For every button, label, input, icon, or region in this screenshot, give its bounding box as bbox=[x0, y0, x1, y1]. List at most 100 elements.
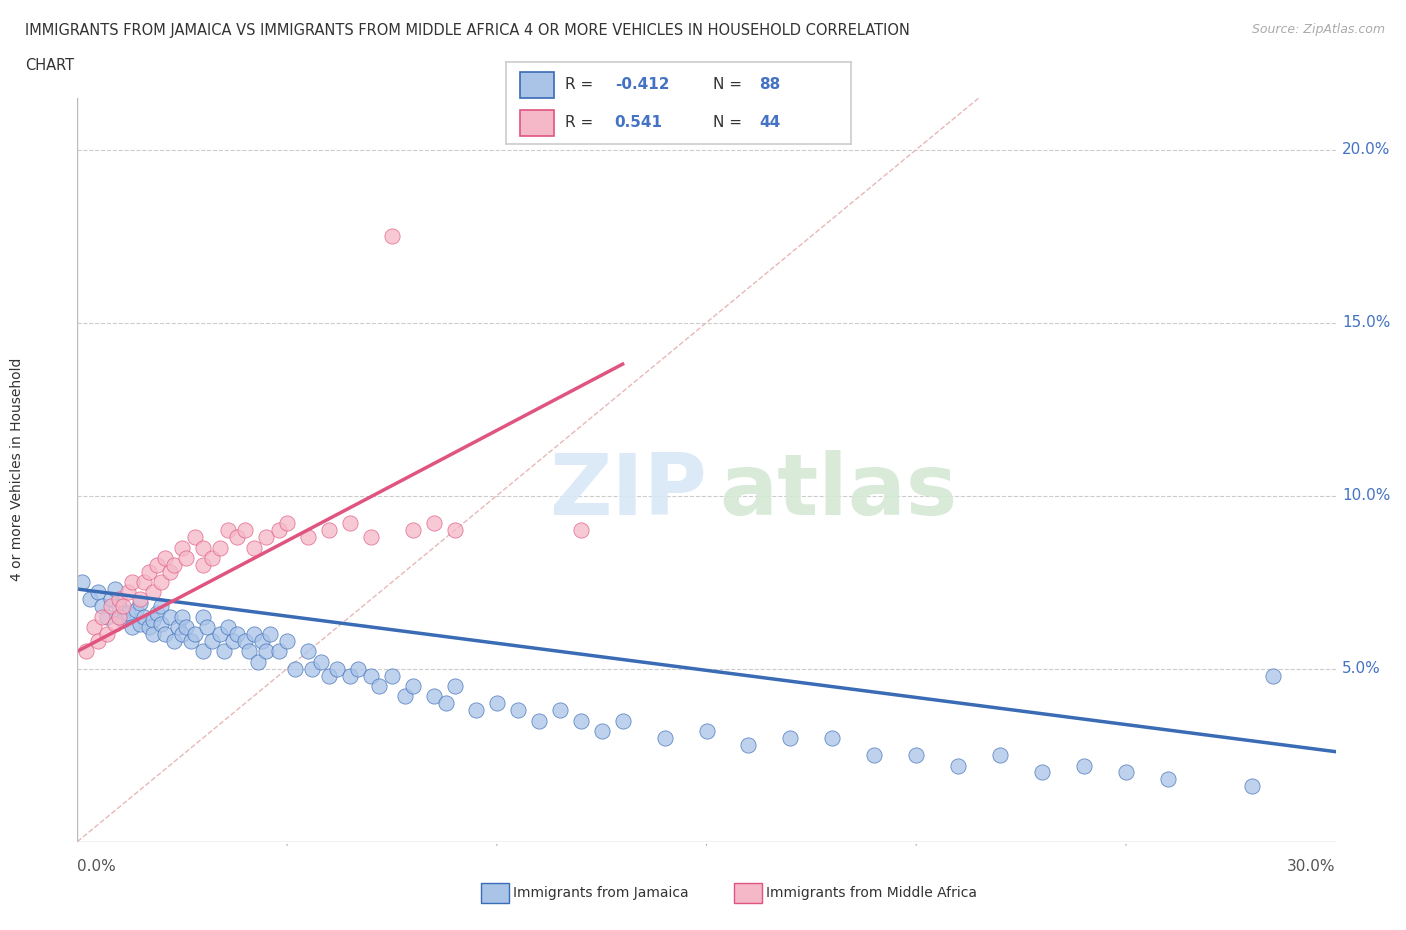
Point bbox=[696, 724, 718, 738]
Point bbox=[485, 696, 508, 711]
Point bbox=[276, 516, 298, 531]
Point bbox=[134, 575, 156, 590]
Point bbox=[167, 619, 190, 634]
Point bbox=[423, 689, 446, 704]
Text: R =: R = bbox=[565, 114, 598, 129]
Point bbox=[863, 748, 886, 763]
Point bbox=[112, 599, 135, 614]
Point bbox=[155, 551, 177, 565]
Point bbox=[208, 540, 231, 555]
Point bbox=[134, 609, 156, 624]
Point bbox=[402, 523, 425, 538]
Point bbox=[360, 530, 382, 545]
Point bbox=[121, 619, 143, 634]
Point bbox=[254, 644, 277, 658]
Point bbox=[368, 679, 391, 694]
Point bbox=[108, 609, 131, 624]
Point bbox=[138, 619, 160, 634]
Point bbox=[988, 748, 1011, 763]
Text: 30.0%: 30.0% bbox=[1288, 859, 1336, 874]
Point bbox=[176, 619, 198, 634]
Point bbox=[948, 758, 970, 773]
Point bbox=[129, 617, 152, 631]
Point bbox=[259, 627, 281, 642]
Point bbox=[159, 609, 181, 624]
Text: IMMIGRANTS FROM JAMAICA VS IMMIGRANTS FROM MIDDLE AFRICA 4 OR MORE VEHICLES IN H: IMMIGRANTS FROM JAMAICA VS IMMIGRANTS FR… bbox=[25, 23, 910, 38]
Point bbox=[104, 581, 127, 596]
Text: Immigrants from Jamaica: Immigrants from Jamaica bbox=[513, 885, 689, 900]
Point bbox=[217, 523, 239, 538]
Point bbox=[276, 633, 298, 648]
Point bbox=[191, 540, 215, 555]
Point bbox=[129, 592, 152, 607]
Point bbox=[104, 617, 127, 631]
Point bbox=[146, 605, 169, 620]
Point bbox=[339, 516, 361, 531]
Text: 44: 44 bbox=[759, 114, 780, 129]
Point bbox=[254, 530, 277, 545]
Point bbox=[309, 655, 332, 670]
Point bbox=[242, 540, 264, 555]
Point bbox=[191, 609, 215, 624]
Point bbox=[654, 730, 676, 745]
Point bbox=[142, 585, 165, 600]
Point bbox=[527, 713, 550, 728]
Text: Source: ZipAtlas.com: Source: ZipAtlas.com bbox=[1251, 23, 1385, 36]
Point bbox=[75, 644, 97, 658]
Point bbox=[506, 703, 529, 718]
Point bbox=[91, 609, 114, 624]
Point bbox=[184, 530, 207, 545]
Point bbox=[108, 592, 131, 607]
Point bbox=[1073, 758, 1095, 773]
Point bbox=[191, 557, 215, 572]
Point bbox=[221, 633, 243, 648]
Text: 0.541: 0.541 bbox=[614, 114, 662, 129]
Point bbox=[1157, 772, 1180, 787]
Point bbox=[267, 523, 290, 538]
Point bbox=[108, 599, 131, 614]
Point bbox=[250, 633, 273, 648]
Point bbox=[233, 633, 256, 648]
Point bbox=[142, 613, 165, 628]
Text: atlas: atlas bbox=[718, 450, 957, 534]
Point bbox=[246, 655, 269, 670]
Point bbox=[569, 523, 592, 538]
Point bbox=[444, 679, 467, 694]
Point bbox=[112, 613, 135, 628]
Point bbox=[91, 599, 114, 614]
Point bbox=[96, 609, 118, 624]
Text: ZIP: ZIP bbox=[548, 450, 707, 534]
Point bbox=[423, 516, 446, 531]
Point bbox=[150, 575, 173, 590]
Point bbox=[163, 557, 186, 572]
Point bbox=[87, 585, 110, 600]
Point bbox=[87, 633, 110, 648]
Bar bbox=[520, 73, 554, 99]
Point bbox=[233, 523, 256, 538]
Text: Immigrants from Middle Africa: Immigrants from Middle Africa bbox=[766, 885, 977, 900]
Point bbox=[79, 592, 101, 607]
Point bbox=[1031, 765, 1053, 780]
Point bbox=[176, 551, 198, 565]
Point bbox=[402, 679, 425, 694]
Point bbox=[184, 627, 207, 642]
Point bbox=[129, 595, 152, 610]
Point bbox=[339, 668, 361, 683]
Point bbox=[212, 644, 235, 658]
Point bbox=[821, 730, 844, 745]
Point bbox=[100, 592, 122, 607]
Point bbox=[591, 724, 613, 738]
Point bbox=[444, 523, 467, 538]
Point bbox=[96, 627, 118, 642]
Point bbox=[905, 748, 928, 763]
Point bbox=[301, 661, 323, 676]
Point bbox=[200, 633, 222, 648]
Point bbox=[381, 229, 404, 244]
Point bbox=[155, 627, 177, 642]
Point bbox=[297, 530, 319, 545]
Point bbox=[163, 633, 186, 648]
Point bbox=[138, 565, 160, 579]
Point bbox=[779, 730, 801, 745]
Text: CHART: CHART bbox=[25, 58, 75, 73]
Point bbox=[146, 557, 169, 572]
